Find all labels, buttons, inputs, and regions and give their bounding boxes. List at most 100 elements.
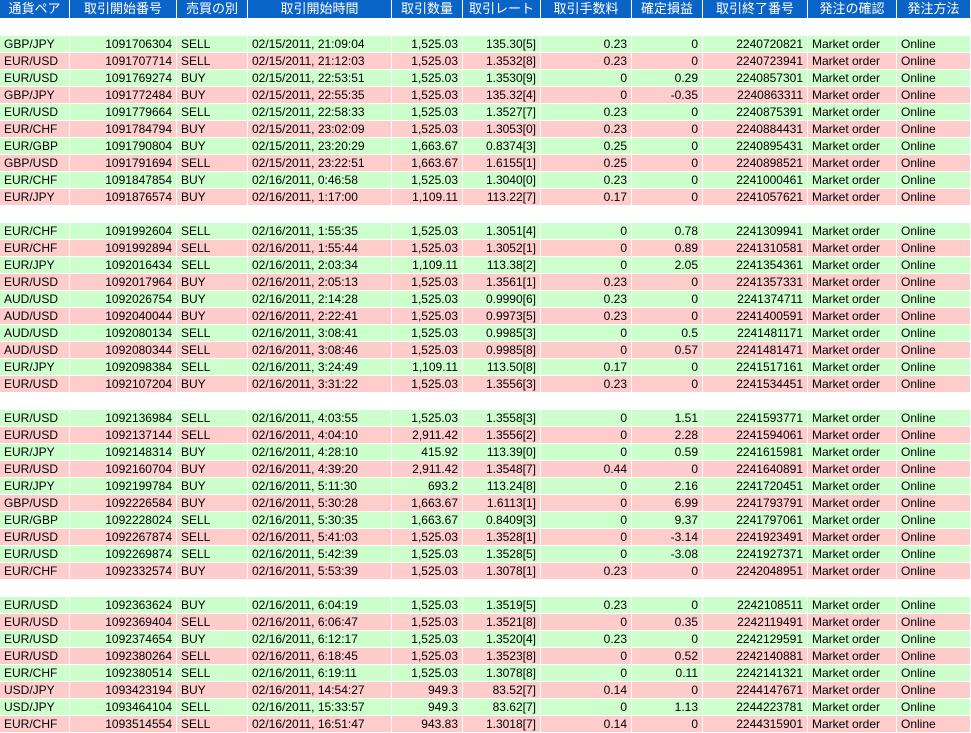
empty-cell — [897, 393, 971, 410]
cell: Market order — [808, 461, 897, 478]
cell: 1092137144 — [70, 427, 177, 444]
trade-row: EUR/USD 1092374654 BUY 02/16/2011, 6:12:17 1… — [0, 631, 971, 648]
cell: 02/16/2011, 2:05:13 — [248, 274, 392, 291]
cell: EUR/JPY — [0, 478, 70, 495]
cell: Online — [897, 257, 971, 274]
cell: 0 — [541, 70, 632, 87]
empty-cell — [897, 206, 971, 223]
empty-cell — [392, 393, 463, 410]
cell: EUR/USD — [0, 614, 70, 631]
cell: Market order — [808, 512, 897, 529]
cell: 6.99 — [632, 495, 703, 512]
cell: 2241354361 — [703, 257, 808, 274]
cell: Online — [897, 104, 971, 121]
empty-cell — [177, 580, 248, 597]
cell: Online — [897, 240, 971, 257]
cell: 1092269874 — [70, 546, 177, 563]
cell: Online — [897, 121, 971, 138]
cell: 02/16/2011, 4:28:10 — [248, 444, 392, 461]
empty-cell — [70, 393, 177, 410]
cell: 0.8374[3] — [463, 138, 541, 155]
empty-cell — [808, 206, 897, 223]
cell: Online — [897, 512, 971, 529]
cell: Online — [897, 308, 971, 325]
cell: Market order — [808, 563, 897, 580]
cell: 02/16/2011, 4:39:20 — [248, 461, 392, 478]
cell: 02/16/2011, 6:04:19 — [248, 597, 392, 614]
cell: 1,525.03 — [392, 665, 463, 682]
cell: EUR/USD — [0, 274, 70, 291]
cell: 1091992894 — [70, 240, 177, 257]
cell: SELL — [177, 512, 248, 529]
empty-cell — [248, 393, 392, 410]
cell: 2241615981 — [703, 444, 808, 461]
cell: 1,525.03 — [392, 172, 463, 189]
cell: 02/16/2011, 5:41:03 — [248, 529, 392, 546]
header-cell: 取引手数料 — [541, 0, 632, 19]
cell: AUD/USD — [0, 325, 70, 342]
cell: BUY — [177, 563, 248, 580]
cell: 113.24[8] — [463, 478, 541, 495]
cell: 0.52 — [632, 648, 703, 665]
cell: 1092374654 — [70, 631, 177, 648]
cell: 0 — [632, 274, 703, 291]
cell: 0.8409[3] — [463, 512, 541, 529]
cell: BUY — [177, 138, 248, 155]
cell: EUR/JPY — [0, 257, 70, 274]
cell: Market order — [808, 444, 897, 461]
cell: 02/16/2011, 5:11:30 — [248, 478, 392, 495]
cell: SELL — [177, 648, 248, 665]
cell: 1091791694 — [70, 155, 177, 172]
cell: 1092080344 — [70, 342, 177, 359]
cell: 0 — [632, 376, 703, 393]
trade-row: EUR/CHF 1091784794 BUY 02/15/2011, 23:02:09… — [0, 121, 971, 138]
cell: Online — [897, 682, 971, 699]
cell: 135.30[5] — [463, 36, 541, 53]
cell: 113.50[8] — [463, 359, 541, 376]
cell: 02/16/2011, 6:06:47 — [248, 614, 392, 631]
cell: 1.3519[5] — [463, 597, 541, 614]
cell: 1,525.03 — [392, 631, 463, 648]
trade-row: EUR/USD 1092369404 SELL 02/16/2011, 6:06:47… — [0, 614, 971, 631]
trade-row: EUR/GBP 1092228024 SELL 02/16/2011, 5:30:35… — [0, 512, 971, 529]
cell: 2241057621 — [703, 189, 808, 206]
empty-cell — [248, 580, 392, 597]
cell: 0.14 — [541, 682, 632, 699]
cell: 02/16/2011, 1:17:00 — [248, 189, 392, 206]
cell: EUR/CHF — [0, 716, 70, 733]
empty-cell — [808, 580, 897, 597]
cell: 02/15/2011, 23:02:09 — [248, 121, 392, 138]
cell: SELL — [177, 665, 248, 682]
cell: 1092026754 — [70, 291, 177, 308]
cell: SELL — [177, 614, 248, 631]
cell: 02/16/2011, 3:08:41 — [248, 325, 392, 342]
empty-cell — [392, 19, 463, 36]
cell: 1.13 — [632, 699, 703, 716]
cell: 2241517161 — [703, 359, 808, 376]
cell: SELL — [177, 529, 248, 546]
cell: Online — [897, 597, 971, 614]
trade-row: AUD/USD 1092080134 SELL 02/16/2011, 3:08:41… — [0, 325, 971, 342]
cell: 2240875391 — [703, 104, 808, 121]
cell: 1.3521[8] — [463, 614, 541, 631]
cell: 0.23 — [541, 291, 632, 308]
header-cell: 取引開始時間 — [248, 0, 392, 19]
cell: 2244315901 — [703, 716, 808, 733]
trade-row: EUR/CHF 1091992894 SELL 02/16/2011, 1:55:44… — [0, 240, 971, 257]
cell: 1093423194 — [70, 682, 177, 699]
cell: 1092160704 — [70, 461, 177, 478]
cell: 1,525.03 — [392, 648, 463, 665]
spacer-row — [0, 19, 971, 36]
empty-cell — [248, 206, 392, 223]
cell: 02/15/2011, 23:20:29 — [248, 138, 392, 155]
cell: 2241000461 — [703, 172, 808, 189]
cell: 0.9985[8] — [463, 342, 541, 359]
cell: 2240895431 — [703, 138, 808, 155]
cell: BUY — [177, 274, 248, 291]
cell: Online — [897, 444, 971, 461]
cell: 02/15/2011, 22:55:35 — [248, 87, 392, 104]
trade-row: EUR/USD 1092160704 BUY 02/16/2011, 4:39:20 2… — [0, 461, 971, 478]
cell: 2241481471 — [703, 342, 808, 359]
cell: Market order — [808, 257, 897, 274]
cell: 0 — [541, 546, 632, 563]
